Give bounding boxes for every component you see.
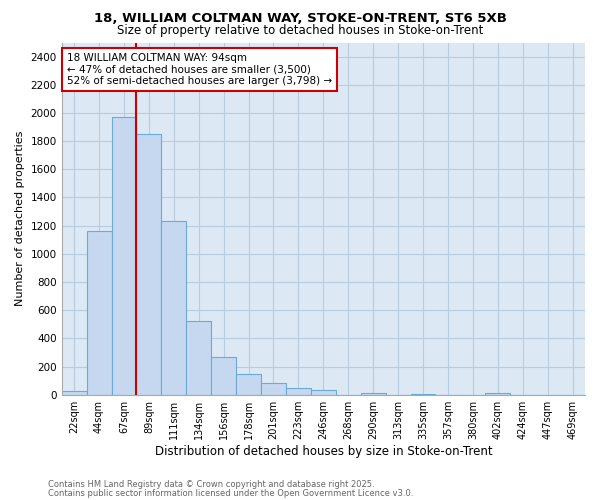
X-axis label: Distribution of detached houses by size in Stoke-on-Trent: Distribution of detached houses by size …	[155, 444, 492, 458]
Bar	[361, 392, 386, 394]
Bar	[485, 392, 510, 394]
Bar	[136, 134, 161, 394]
Text: 18 WILLIAM COLTMAN WAY: 94sqm
← 47% of detached houses are smaller (3,500)
52% o: 18 WILLIAM COLTMAN WAY: 94sqm ← 47% of d…	[67, 53, 332, 86]
Bar	[86, 232, 112, 394]
Bar	[286, 388, 311, 394]
Bar	[311, 390, 336, 394]
Bar	[161, 222, 186, 394]
Bar	[211, 356, 236, 395]
Bar	[112, 117, 136, 394]
Text: 18, WILLIAM COLTMAN WAY, STOKE-ON-TRENT, ST6 5XB: 18, WILLIAM COLTMAN WAY, STOKE-ON-TRENT,…	[94, 12, 506, 26]
Text: Contains HM Land Registry data © Crown copyright and database right 2025.: Contains HM Land Registry data © Crown c…	[48, 480, 374, 489]
Text: Contains public sector information licensed under the Open Government Licence v3: Contains public sector information licen…	[48, 488, 413, 498]
Bar	[236, 374, 261, 394]
Y-axis label: Number of detached properties: Number of detached properties	[15, 131, 25, 306]
Text: Size of property relative to detached houses in Stoke-on-Trent: Size of property relative to detached ho…	[117, 24, 483, 37]
Bar	[186, 322, 211, 394]
Bar	[261, 382, 286, 394]
Bar	[62, 391, 86, 394]
